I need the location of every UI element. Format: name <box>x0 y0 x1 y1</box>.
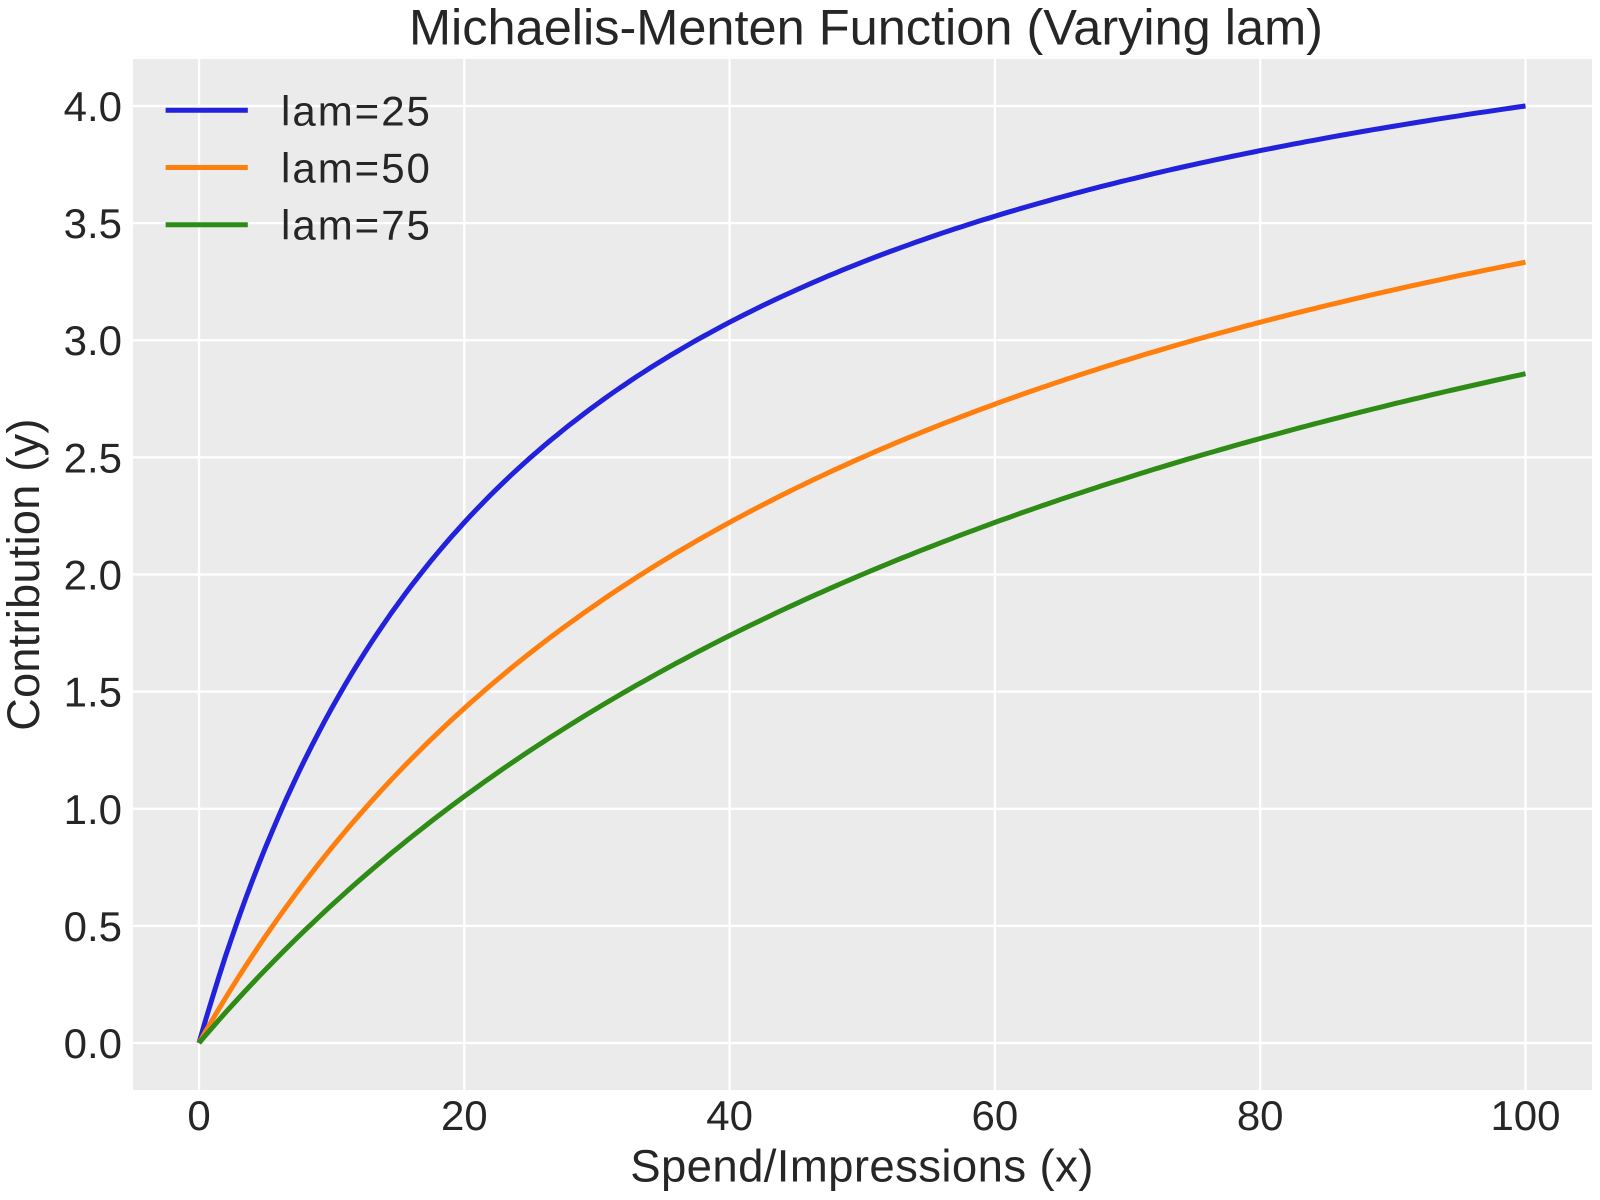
svg-text:lam=25: lam=25 <box>281 87 432 134</box>
svg-text:lam=75: lam=75 <box>281 202 432 249</box>
svg-text:100: 100 <box>1490 1092 1560 1139</box>
svg-text:0.0: 0.0 <box>64 1020 122 1067</box>
svg-text:60: 60 <box>972 1092 1019 1139</box>
svg-text:1.5: 1.5 <box>64 669 122 716</box>
svg-text:3.5: 3.5 <box>64 200 122 247</box>
svg-text:1.0: 1.0 <box>64 786 122 833</box>
svg-text:Spend/Impressions (x): Spend/Impressions (x) <box>630 1141 1094 1192</box>
svg-text:40: 40 <box>706 1092 753 1139</box>
svg-text:2.5: 2.5 <box>64 434 122 481</box>
svg-text:Michaelis-Menten Function (Var: Michaelis-Menten Function (Varying lam) <box>409 0 1323 56</box>
svg-text:3.0: 3.0 <box>64 317 122 364</box>
svg-text:80: 80 <box>1237 1092 1284 1139</box>
svg-text:0: 0 <box>187 1092 210 1139</box>
svg-text:0.5: 0.5 <box>64 903 122 950</box>
svg-text:4.0: 4.0 <box>64 83 122 130</box>
svg-text:Contribution (y): Contribution (y) <box>0 418 49 730</box>
svg-text:20: 20 <box>441 1092 488 1139</box>
svg-text:lam=50: lam=50 <box>281 145 432 192</box>
svg-text:2.0: 2.0 <box>64 552 122 599</box>
